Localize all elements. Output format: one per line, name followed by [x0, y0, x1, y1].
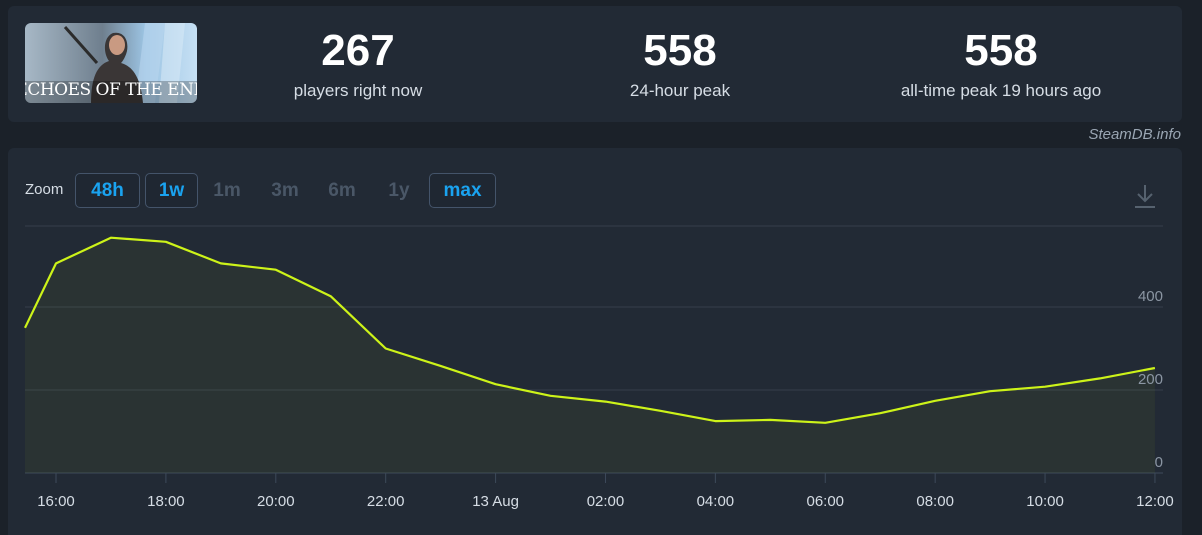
current-players-value: 267: [321, 26, 395, 75]
current-players-stat: 267 players right now: [208, 6, 508, 122]
game-banner[interactable]: Echoes of the End: [25, 23, 197, 103]
players-line: [24, 236, 1156, 424]
zoom-1w-button[interactable]: 1w: [145, 173, 198, 208]
zoom-6m-button[interactable]: 6m: [328, 180, 356, 201]
game-title-logo: Echoes of the End: [25, 80, 197, 100]
x-tick-label: 04:00: [697, 493, 735, 510]
chart-panel: Zoom 48h 1w 1m 3m 6m 1y max 16:00 18:00 20…: [8, 148, 1182, 535]
zoom-label: Zoom: [25, 181, 64, 198]
y-tick-label: 200: [1138, 371, 1163, 388]
players-area: [25, 237, 1155, 473]
download-icon[interactable]: [1132, 182, 1158, 210]
x-tick-label: 08:00: [916, 493, 954, 510]
peak-24h-stat: 558 24-hour peak: [530, 6, 830, 122]
x-tick-label: 16:00: [37, 493, 75, 510]
all-time-peak-stat: 558 all-time peak 19 hours ago: [851, 6, 1151, 122]
players-chart: 16:00 18:00 20:00 22:00 13 Aug 02:00 04:00 06:0…: [24, 225, 1174, 510]
all-time-peak-value: 558: [964, 26, 1038, 75]
zoom-3m-button[interactable]: 3m: [271, 180, 299, 201]
x-tick-label: 13 Aug: [472, 493, 519, 510]
x-tick-label: 06:00: [806, 493, 844, 510]
peak-24h-label: 24-hour peak: [629, 81, 731, 100]
peak-24h-value: 558: [643, 26, 717, 75]
x-tick-label: 02:00: [587, 493, 625, 510]
x-tick-label: 18:00: [147, 493, 185, 510]
zoom-max-button[interactable]: max: [429, 173, 496, 208]
x-tick-label: 22:00: [367, 493, 405, 510]
y-tick-label: 400: [1138, 288, 1163, 305]
all-time-peak-label: all-time peak 19 hours ago: [900, 81, 1102, 100]
current-players-label: players right now: [293, 81, 423, 100]
x-tick-label: 20:00: [257, 493, 295, 510]
x-tick-label: 12:00: [1136, 493, 1174, 510]
steamdb-attribution[interactable]: SteamDB.info: [1088, 126, 1181, 143]
zoom-1m-button[interactable]: 1m: [213, 180, 241, 201]
y-tick-label: 0: [1155, 454, 1163, 471]
x-tick-label: 10:00: [1026, 493, 1064, 510]
game-banner-art: Echoes of the End: [25, 23, 197, 103]
stats-panel: Echoes of the End 267 players right now …: [8, 6, 1182, 122]
zoom-1y-button[interactable]: 1y: [388, 180, 410, 201]
zoom-48h-button[interactable]: 48h: [75, 173, 140, 208]
